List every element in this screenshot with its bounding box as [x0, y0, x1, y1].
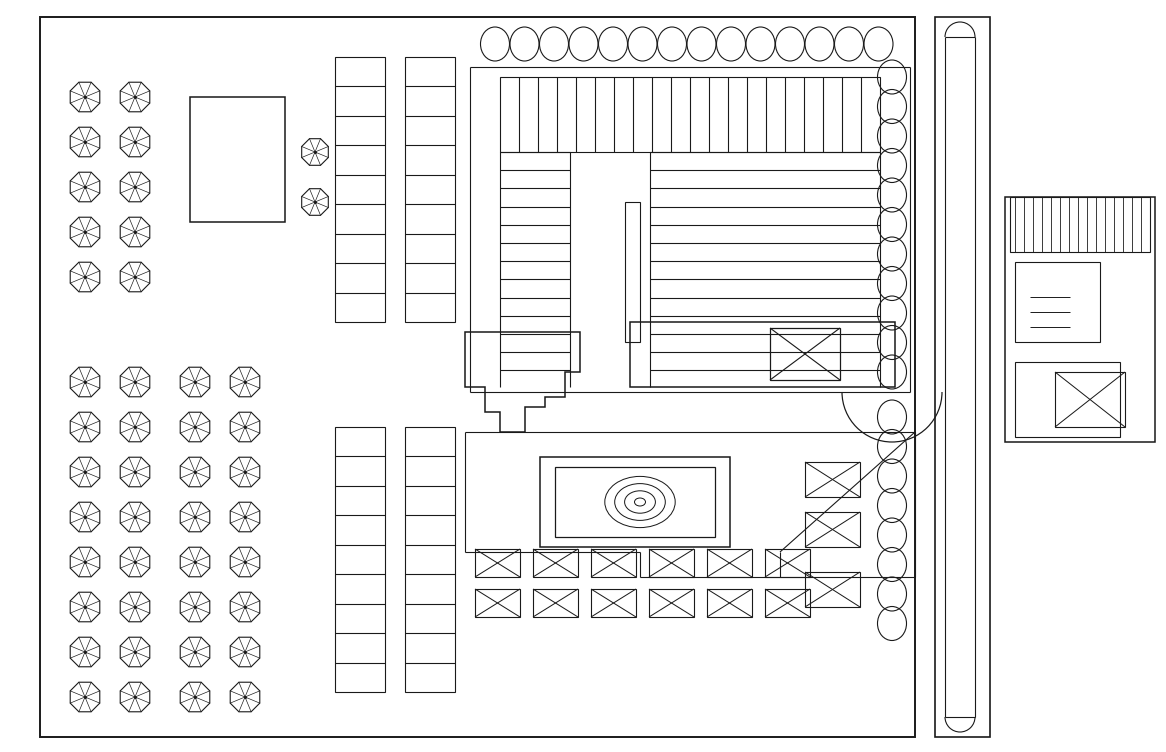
- Bar: [190, 97, 285, 222]
- Bar: [630, 322, 895, 387]
- Bar: [591, 549, 635, 577]
- Bar: [1014, 362, 1121, 437]
- Bar: [805, 512, 861, 547]
- Bar: [555, 467, 715, 537]
- Bar: [500, 77, 880, 152]
- Bar: [533, 589, 578, 617]
- Bar: [1014, 262, 1100, 342]
- Bar: [625, 202, 640, 342]
- Bar: [591, 589, 635, 617]
- Bar: [335, 427, 385, 692]
- Bar: [935, 17, 990, 737]
- Bar: [40, 17, 915, 737]
- Bar: [805, 572, 861, 607]
- Bar: [405, 57, 455, 322]
- Bar: [533, 549, 578, 577]
- Bar: [1005, 197, 1156, 442]
- Bar: [1010, 197, 1150, 252]
- Bar: [335, 57, 385, 322]
- Bar: [770, 328, 840, 380]
- Bar: [475, 549, 520, 577]
- Bar: [649, 589, 694, 617]
- Bar: [540, 457, 730, 547]
- Bar: [765, 589, 810, 617]
- Bar: [405, 427, 455, 692]
- Bar: [1055, 372, 1125, 427]
- Bar: [475, 589, 520, 617]
- Bar: [805, 462, 861, 497]
- Bar: [649, 549, 694, 577]
- Bar: [707, 549, 752, 577]
- Bar: [707, 589, 752, 617]
- Bar: [765, 549, 810, 577]
